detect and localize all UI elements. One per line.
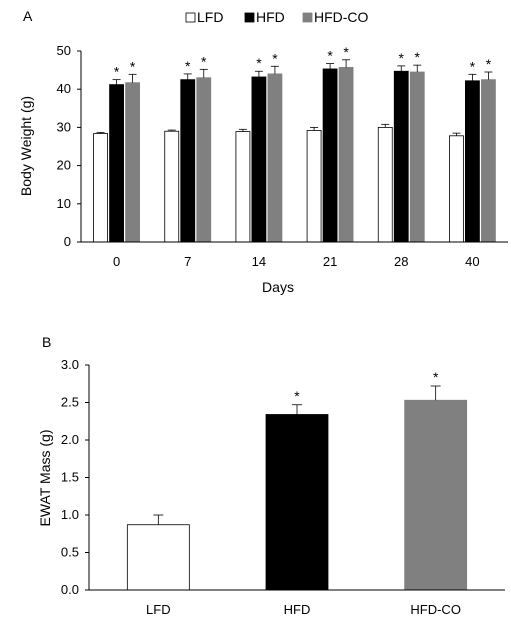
y-axis-label-a: Body Weight (g) xyxy=(18,96,34,196)
bar-lfd-day-28 xyxy=(377,127,393,243)
significance-star: * xyxy=(327,48,333,64)
significance-star: * xyxy=(486,56,492,72)
y-tick-label: 50 xyxy=(57,43,71,58)
bar-hfd-co-day-21 xyxy=(338,67,354,243)
x-tick-label: 40 xyxy=(465,254,479,269)
y-tick-label: 40 xyxy=(57,81,71,96)
x-tick-label: 7 xyxy=(184,254,191,269)
bars-a: * * * * * * * * * * * * xyxy=(93,44,496,243)
bar-lfd-day-14 xyxy=(235,131,251,243)
significance-star: * xyxy=(130,58,136,74)
bar-hfd-day-14 xyxy=(251,76,267,243)
significance-star: * xyxy=(399,50,405,66)
y-tick-label: 2.0 xyxy=(61,432,79,447)
bar-hfd-co-day-28 xyxy=(409,71,425,243)
legend-label-lfd: LFD xyxy=(197,9,223,25)
y-tick-label: 20 xyxy=(57,158,71,173)
chart-panel-a: A LFD HFD HFD-CO * * * * * * * * * * * * 0 7 14 21 28 40 0 1… xyxy=(18,8,508,295)
bar-hfd-day-28 xyxy=(393,70,409,243)
y-tick-label: 10 xyxy=(57,196,71,211)
x-tick-label: HFD xyxy=(284,602,311,617)
panel-b-label: B xyxy=(42,334,51,350)
significance-star: * xyxy=(256,55,262,71)
bars-b: ** xyxy=(126,369,468,591)
significance-star: * xyxy=(433,369,439,385)
y-tick-label: 0.0 xyxy=(61,582,79,597)
bar-hfd-day-21 xyxy=(322,68,338,243)
y-axis-label-b: EWAT Mass (g) xyxy=(37,430,53,527)
significance-star: * xyxy=(343,44,349,60)
significance-star: * xyxy=(272,50,278,66)
legend-label-hfd-co: HFD-CO xyxy=(314,9,369,25)
significance-star: * xyxy=(114,64,120,80)
bar-hfd-co xyxy=(404,399,468,591)
x-tick-label: 21 xyxy=(323,254,337,269)
x-tick-label: LFD xyxy=(146,602,171,617)
significance-star: * xyxy=(201,53,207,69)
legend-swatch-hfd xyxy=(244,12,255,23)
y-tick-label: 1.5 xyxy=(61,470,79,485)
panel-a-label: A xyxy=(23,8,33,24)
bar-hfd-co-day-7 xyxy=(196,77,212,243)
legend-swatch-hfd-co xyxy=(302,12,313,23)
significance-star: * xyxy=(294,388,300,404)
legend-swatch-lfd xyxy=(185,12,196,23)
y-tick-label: 0.5 xyxy=(61,545,79,560)
axes-b: LFD HFD HFD-CO 0.0 0.5 1.0 1.5 2.0 2.5 3.0 xyxy=(61,357,505,617)
bar-lfd-day-7 xyxy=(164,130,180,243)
x-tick-label: HFD-CO xyxy=(410,602,461,617)
y-tick-label: 30 xyxy=(57,119,71,134)
bar-lfd-day-0 xyxy=(93,133,108,243)
bar-hfd xyxy=(265,414,329,591)
y-tick-label: 0 xyxy=(64,234,71,249)
chart-panel-b: B ** LFD HFD HFD-CO0.00.51.01.52.02.53.0 E… xyxy=(37,334,505,617)
axes-a: 0 7 14 21 28 40 0 10 20 30 40 50 xyxy=(57,43,508,269)
x-tick-label: 14 xyxy=(252,254,266,269)
bar-hfd-co-day-40 xyxy=(481,79,496,243)
bar-hfd-co-day-14 xyxy=(267,73,283,243)
bar-lfd xyxy=(126,524,190,591)
bar-hfd-day-40 xyxy=(465,80,480,243)
x-tick-label: 28 xyxy=(394,254,408,269)
bar-hfd-day-7 xyxy=(180,79,196,243)
legend-label-hfd: HFD xyxy=(256,9,285,25)
y-tick-label: 3.0 xyxy=(61,357,79,372)
significance-star: * xyxy=(185,58,191,74)
bar-hfd-day-0 xyxy=(109,84,124,243)
bar-lfd-day-40 xyxy=(449,135,464,243)
y-tick-label: 1.0 xyxy=(61,507,79,522)
bar-lfd-day-21 xyxy=(306,130,322,243)
legend: LFD HFD HFD-CO xyxy=(185,9,369,25)
x-axis-label-a: Days xyxy=(262,279,294,295)
significance-star: * xyxy=(415,49,421,65)
x-tick-label: 0 xyxy=(113,254,120,269)
y-tick-label: 2.5 xyxy=(61,395,79,410)
significance-star: * xyxy=(470,58,476,74)
bar-hfd-co-day-0 xyxy=(125,82,140,243)
